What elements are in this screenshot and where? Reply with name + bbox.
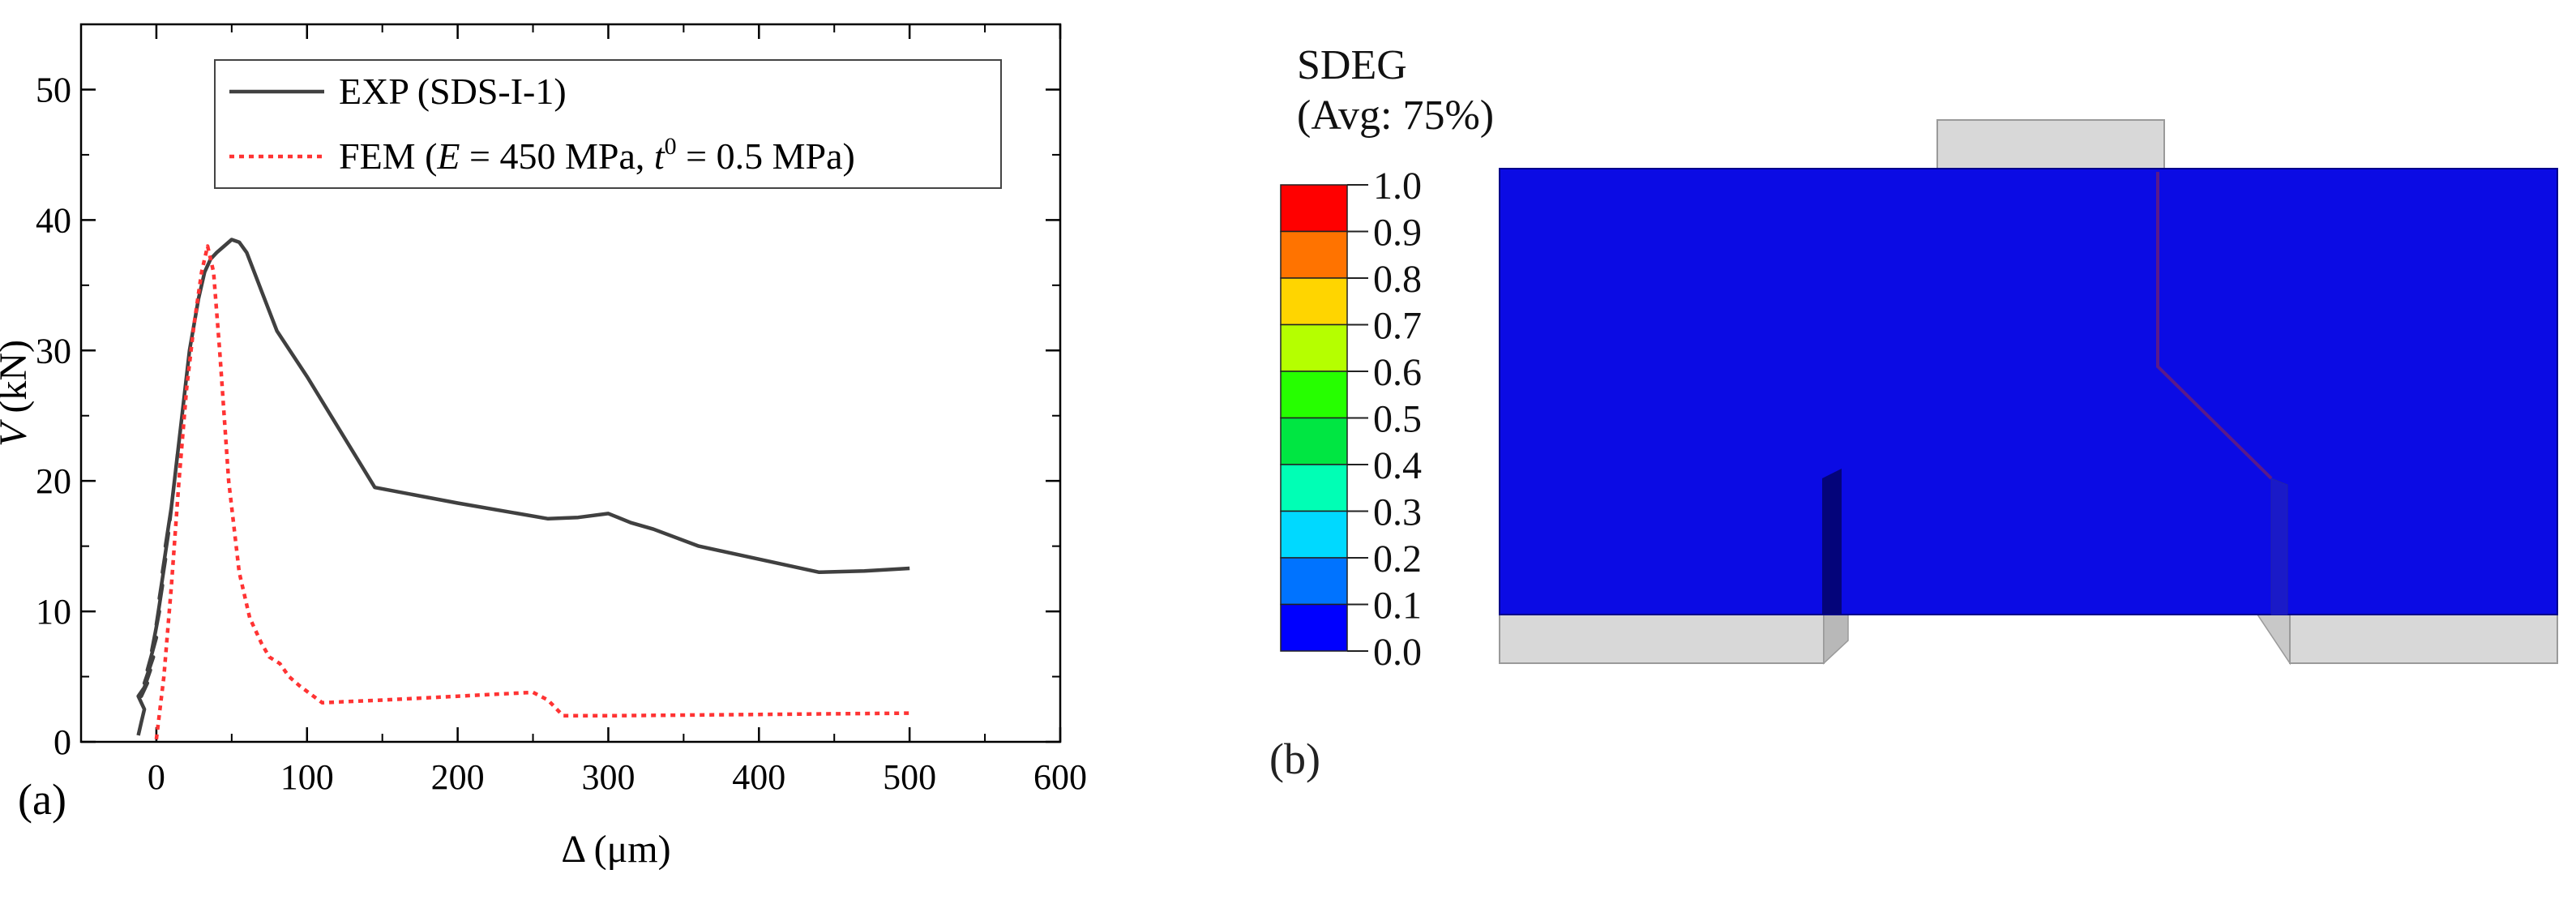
colorbar-tick-label: 0.4 [1373,444,1422,487]
fem-series-line [154,244,910,740]
colorbar-cell [1280,277,1348,326]
colorbar-cell [1280,603,1348,652]
colorbar-tick-label: 0.8 [1373,258,1422,301]
x-tick-label: 400 [732,757,785,797]
colorbar-cell [1280,557,1348,606]
left-notch [1822,469,1842,615]
right-support [2289,614,2558,664]
colorbar-tick-label: 0.5 [1373,398,1422,441]
y-tick-label: 10 [36,592,71,632]
colorbar-title-text: SDEG [1297,42,1407,88]
x-tick-label: 0 [148,757,165,797]
legend-box [214,59,1002,189]
colorbar-subtitle-text: (Avg: 75%) [1297,92,1495,139]
specimen-body [1499,168,2558,615]
panel-label-b: (b) [1269,735,1320,783]
load-displacement-chart: 0 100 200 300 400 500 600 0 10 20 30 40 50 V (kN) Δ … [0,23,1087,871]
colorbar-tick-label: 0.9 [1373,212,1422,255]
fem-model [1499,119,2558,666]
y-tick-label: 30 [36,331,71,371]
colorbar-tick-label: 1.0 [1373,165,1422,208]
colorbar-cell [1280,323,1348,372]
left-support [1499,614,1825,664]
legend: EXP (SDS-I-1) FEM (E = 450 MPa, t0 = 0.5… [214,59,1002,189]
y-tick-label: 20 [36,461,71,501]
colorbar-cell [1280,230,1348,279]
right-notch [2270,478,2288,615]
legend-fem-label: FEM (E = 450 MPa, t0 = 0.5 MPa) [339,133,855,177]
panel-label-a: (a) [18,775,66,824]
y-tick-label: 40 [36,200,71,240]
damage-crack [2156,172,2273,480]
colorbar-title: SDEG (Avg: 75%) [1297,41,1494,141]
loading-plate [1936,119,2165,171]
colorbar-cell [1280,184,1348,233]
colorbar-cell [1280,464,1348,512]
colorbar-tick-label: 0.1 [1373,585,1422,628]
colorbar: 1.00.90.80.70.60.50.40.30.20.10.0 [1280,165,1422,674]
y-tick-label: 50 [36,70,71,109]
colorbar-cell [1280,371,1348,419]
colorbar-tick-label: 0.7 [1373,305,1422,348]
x-tick-label: 300 [581,757,635,797]
colorbar-tick-label: 0.6 [1373,351,1422,394]
legend-exp-label: EXP (SDS-I-1) [339,71,567,112]
series-layer [136,238,910,740]
colorbar-tick-label: 0.0 [1373,631,1422,674]
colorbar-tick-label: 0.2 [1373,538,1422,581]
x-axis-label: Δ (μm) [561,828,670,871]
fem-damage-contour: 1.00.90.80.70.60.50.40.30.20.10.0 [1280,119,2558,674]
x-tick-label: 600 [1033,757,1087,797]
x-tick-label: 200 [431,757,485,797]
y-tick-label: 0 [53,722,71,762]
right-support-bevel [2256,614,2291,666]
colorbar-tick-label: 0.3 [1373,491,1422,534]
exp-series-line [136,238,910,736]
x-tick-label: 100 [280,757,334,797]
y-axis-label: V (kN) [0,340,35,447]
axes: 0 100 200 300 400 500 600 0 10 20 30 40 50 [36,24,1087,797]
colorbar-cell [1280,417,1348,465]
x-tick-label: 500 [883,757,936,797]
colorbar-cell [1280,510,1348,559]
